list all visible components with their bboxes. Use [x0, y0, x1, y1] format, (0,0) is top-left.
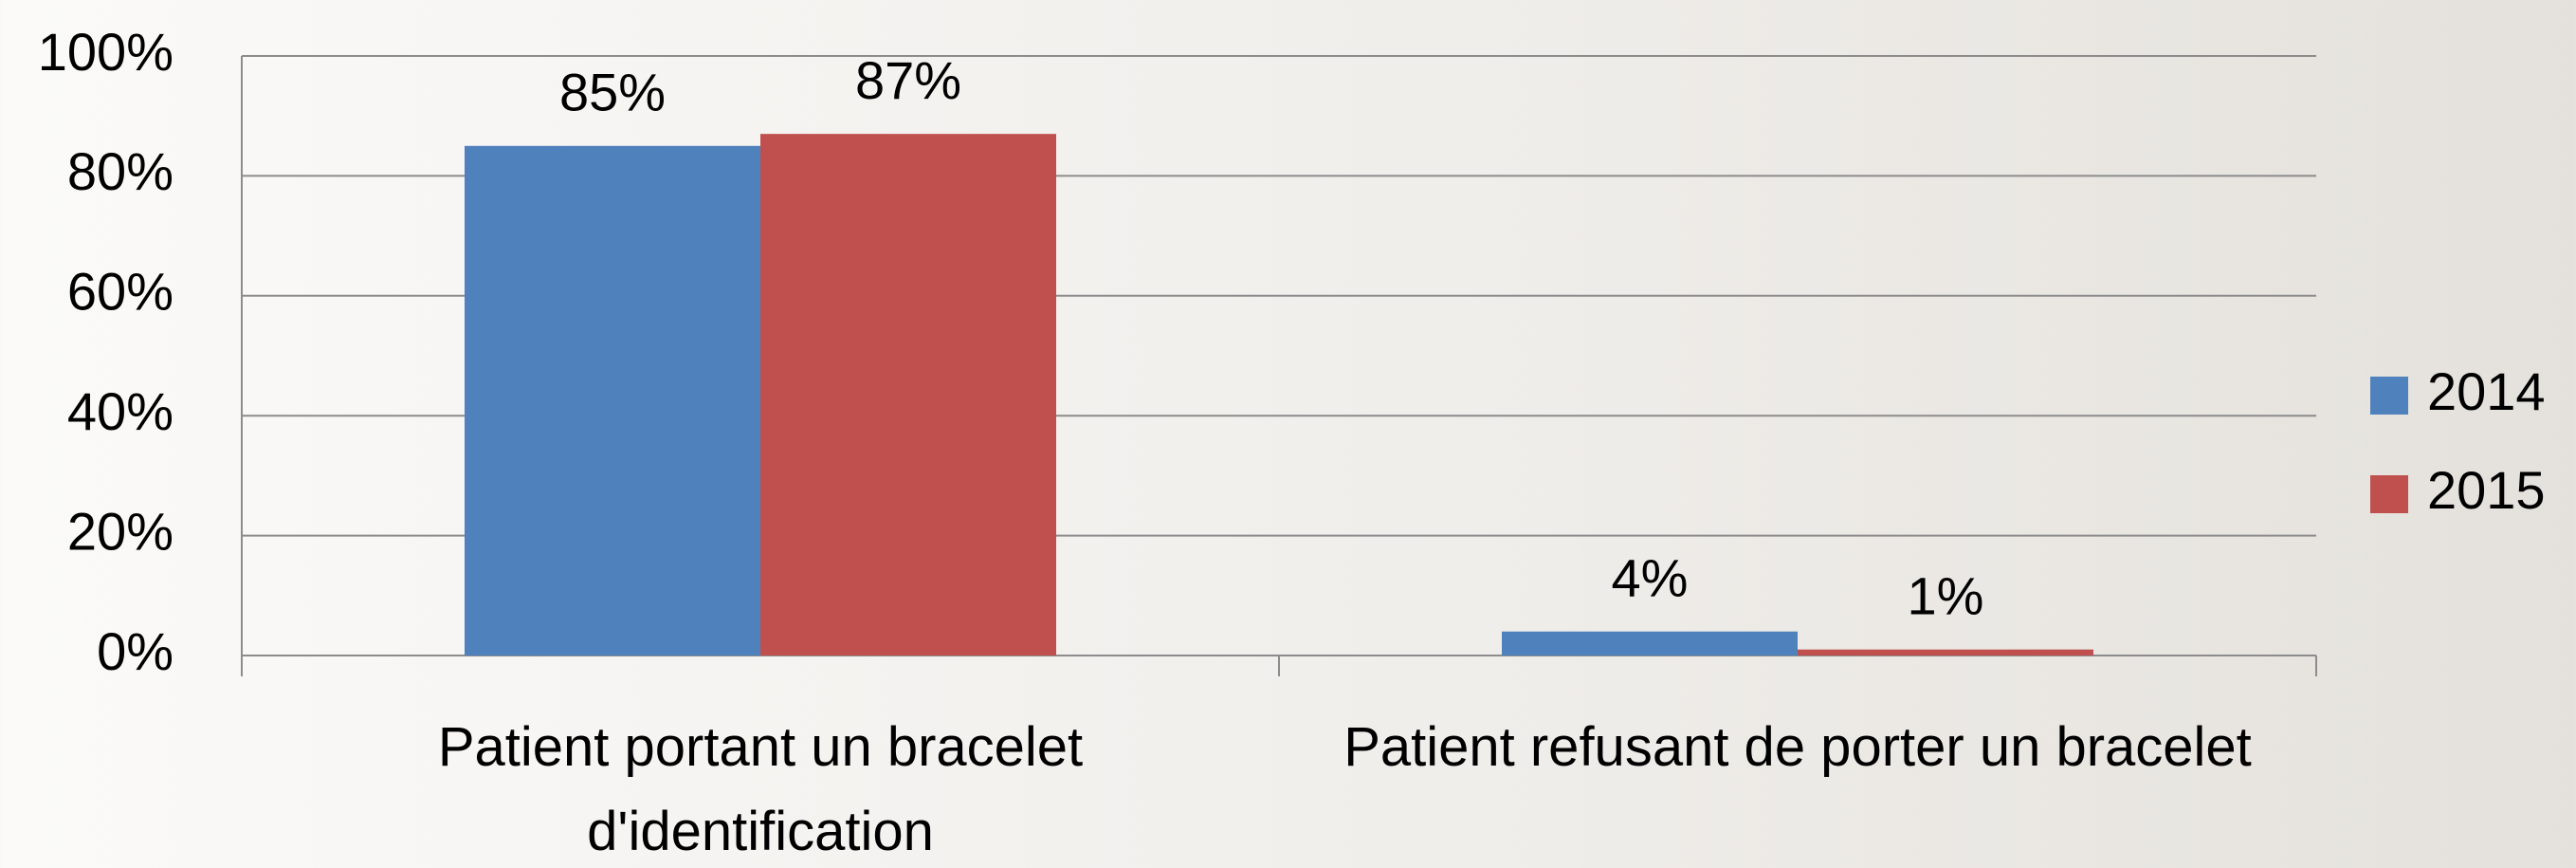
data-label: 87% — [855, 50, 961, 110]
data-label: 85% — [559, 63, 666, 122]
y-tick-label: 100% — [38, 22, 174, 82]
y-tick-label: 40% — [67, 381, 174, 441]
y-tick-label: 0% — [97, 621, 174, 681]
legend-label: 2014 — [2427, 361, 2546, 421]
legend-swatch — [2370, 475, 2408, 513]
legend-label: 2015 — [2427, 460, 2546, 520]
y-tick-label: 80% — [67, 141, 174, 201]
data-label: 1% — [1908, 565, 1984, 625]
x-tick-label: Patient portant un bracelet d'identifica… — [437, 716, 1084, 862]
data-label: 4% — [1612, 548, 1689, 608]
legend-swatch — [2370, 377, 2408, 415]
y-tick-label: 60% — [67, 262, 174, 322]
bar — [465, 145, 760, 656]
bar — [760, 134, 1056, 656]
x-tick-label: Patient refusant de porter un bracelet — [1343, 716, 2252, 778]
bar — [1502, 631, 1798, 656]
bar — [1798, 649, 2093, 656]
y-tick-label: 20% — [67, 501, 174, 561]
